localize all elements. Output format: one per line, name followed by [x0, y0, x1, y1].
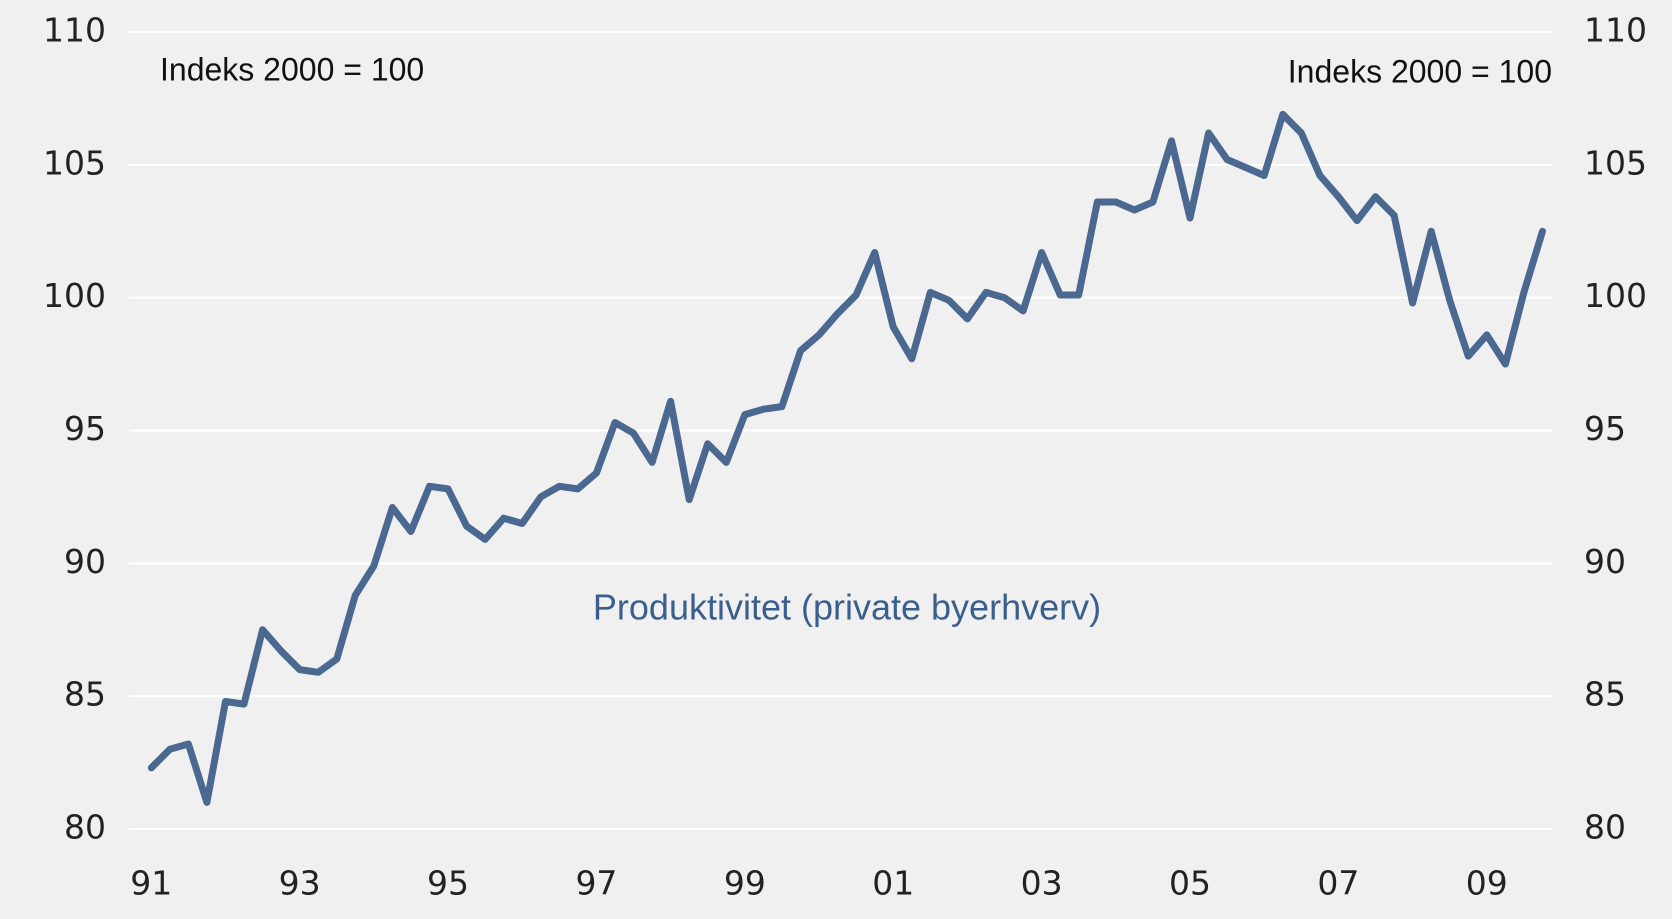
series-label: Produktivitet (private byerhverv): [593, 587, 1101, 628]
x-tick-label: 09: [1466, 864, 1508, 903]
x-tick-label: 01: [872, 864, 914, 903]
x-tick-label: 05: [1169, 864, 1211, 903]
x-tick-label: 97: [575, 864, 617, 903]
y2-tick-label: 80: [1584, 808, 1626, 847]
y-tick-label: 110: [43, 11, 106, 50]
y2-tick-label: 110: [1584, 11, 1647, 50]
y2-tick-label: 90: [1584, 542, 1626, 581]
y2-tick-label: 100: [1584, 276, 1647, 315]
y2-tick-label: 95: [1584, 409, 1626, 448]
y-tick-label: 90: [64, 542, 106, 581]
annotation: Indeks 2000 = 100: [1288, 53, 1552, 89]
x-tick-label: 93: [279, 864, 321, 903]
annotation: Indeks 2000 = 100: [160, 51, 424, 87]
y-tick-label: 105: [43, 143, 106, 182]
y-tick-label: 95: [64, 409, 106, 448]
x-tick-label: 07: [1317, 864, 1359, 903]
x-tick-label: 91: [130, 864, 172, 903]
y2-tick-label: 105: [1584, 143, 1647, 182]
y-tick-label: 85: [64, 675, 106, 714]
y2-tick-label: 85: [1584, 675, 1626, 714]
x-tick-label: 95: [427, 864, 469, 903]
y-tick-label: 80: [64, 808, 106, 847]
x-tick-label: 03: [1021, 864, 1063, 903]
line: [147, 110, 1546, 806]
x-tick-label: 99: [724, 864, 766, 903]
y-tick-label: 100: [43, 276, 106, 315]
